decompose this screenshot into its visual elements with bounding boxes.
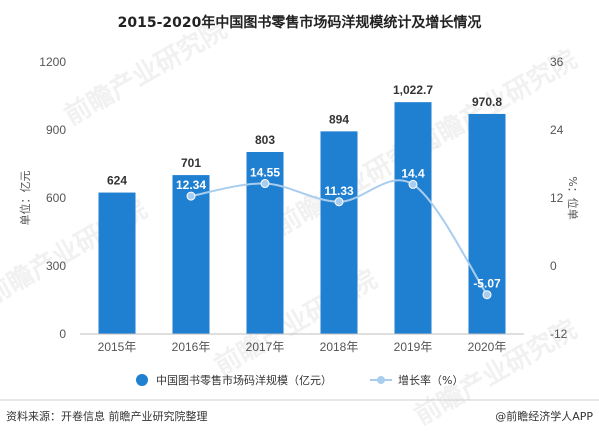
footer-brand: @前瞻经济学人APP <box>495 409 593 423</box>
footer-source: 资料来源：开卷信息 前瞻产业研究院整理 <box>6 409 208 423</box>
bar <box>320 131 358 334</box>
legend-line-label: 增长率（%） <box>398 373 463 387</box>
x-tick-label: 2016年 <box>172 340 211 354</box>
chart-title: 2015-2020年中国图书零售市场码洋规模统计及增长情况 <box>118 14 482 31</box>
plot-area: 0 300 600 900 1200 -12 0 12 24 36 624 701 803 894 1,02… <box>39 55 567 354</box>
bar-value-label: 894 <box>329 112 349 126</box>
y-tick-label: 0 <box>59 327 66 341</box>
growth-rate-label: 14.4 <box>401 166 425 180</box>
legend-bar-marker <box>136 374 148 386</box>
bar <box>172 175 210 334</box>
bar-value-label: 803 <box>255 133 275 147</box>
y2-tick-label: 0 <box>550 259 557 273</box>
growth-rate-point <box>186 191 196 201</box>
legend: 中国图书零售市场码洋规模（亿元） 增长率（%） <box>136 373 463 387</box>
y2-axis-label: %：位单 <box>566 176 580 219</box>
bar <box>98 192 136 334</box>
bar-value-label: 624 <box>107 174 127 188</box>
growth-rate-point <box>408 179 418 189</box>
y2-tick-label: 12 <box>550 191 564 205</box>
y-tick-label: 300 <box>46 259 66 273</box>
growth-rate-point <box>482 290 492 300</box>
bar-value-label: 1,022.7 <box>393 83 433 97</box>
y-tick-label: 1200 <box>39 55 66 69</box>
legend-line-dot <box>377 376 385 384</box>
growth-rate-point <box>334 197 344 207</box>
growth-rate-label: 11.33 <box>324 184 354 198</box>
y-tick-label: 900 <box>46 123 66 137</box>
growth-rate-label: 14.55 <box>250 166 280 180</box>
growth-rate-label: -5.07 <box>473 277 501 291</box>
y2-tick-label: 36 <box>550 55 564 69</box>
x-tick-label: 2018年 <box>320 340 359 354</box>
y-axis-label: 单位：亿元 <box>18 171 32 226</box>
x-tick-label: 2019年 <box>394 340 433 354</box>
x-tick-label: 2015年 <box>98 340 137 354</box>
bar <box>468 113 506 335</box>
bar <box>394 102 432 334</box>
growth-rate-line <box>190 179 488 296</box>
watermark-text: 前瞻产业研究院 <box>59 14 232 132</box>
growth-rate-label: 12.34 <box>176 178 206 192</box>
growth-rate-point <box>260 179 270 189</box>
x-tick-label: 2020年 <box>468 340 507 354</box>
bar-value-label: 701 <box>181 156 201 170</box>
y-tick-label: 600 <box>46 191 66 205</box>
y2-tick-label: -12 <box>550 327 568 341</box>
bar-value-label: 970.8 <box>472 95 502 109</box>
legend-bar-label: 中国图书零售市场码洋规模（亿元） <box>156 373 332 387</box>
y2-tick-label: 24 <box>550 123 564 137</box>
x-tick-label: 2017年 <box>246 340 285 354</box>
